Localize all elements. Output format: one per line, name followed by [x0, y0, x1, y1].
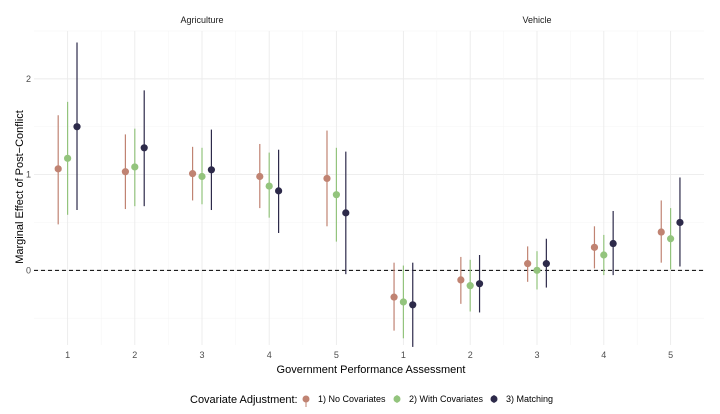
point-no-covariates [256, 172, 264, 181]
point-matching [342, 209, 350, 217]
y-tick-label: 0 [26, 265, 31, 275]
series-matching-vehicle [409, 177, 684, 347]
x-tick-label: 2 [132, 350, 137, 360]
point-matching [275, 187, 283, 195]
legend-title: Covariate Adjustment: [190, 394, 298, 406]
legend-item-matching: 3) Matching [490, 394, 553, 404]
point-no-covariates [390, 293, 398, 301]
x-tick-label: 5 [668, 350, 673, 360]
point-with-covariates [399, 298, 407, 306]
panel-agriculture: Agriculture 1 2 3 4 5 [34, 15, 370, 360]
x-tick-label: 5 [334, 350, 339, 360]
point-with-covariates [533, 266, 541, 274]
point-with-covariates [131, 163, 139, 171]
x-tick-label: 4 [601, 350, 606, 360]
point-no-covariates [188, 170, 197, 178]
point-no-covariates [590, 243, 599, 251]
series-with-covariates-agriculture [64, 101, 340, 242]
x-tick-label: 1 [65, 350, 70, 360]
point-no-covariates [323, 174, 331, 183]
legend: Covariate Adjustment: 1) No Covariates 2… [190, 394, 553, 407]
point-with-covariates [265, 182, 273, 190]
series-no-covariates-agriculture [54, 115, 331, 227]
point-matching [676, 218, 684, 227]
point-matching [475, 280, 484, 288]
point-matching [609, 239, 617, 248]
legend-item-no-covariates: 1) No Covariates [302, 394, 386, 407]
legend-key-with-covariates [393, 395, 401, 403]
y-axis-title: Marginal Effect of Post−Conflict [14, 110, 26, 264]
point-matching [73, 123, 81, 131]
point-with-covariates [198, 172, 206, 181]
point-matching [409, 301, 417, 309]
panel-title-agriculture: Agriculture [180, 15, 223, 25]
legend-label-matching: 3) Matching [506, 394, 553, 404]
point-matching [542, 260, 550, 268]
legend-label-with-covariates: 2) With Covariates [409, 394, 484, 404]
point-matching [207, 166, 216, 174]
x-tick-label: 3 [199, 350, 204, 360]
legend-key-matching [490, 395, 498, 403]
point-no-covariates [657, 228, 665, 236]
series-with-covariates-vehicle [399, 208, 675, 339]
series-matching-agriculture [73, 42, 350, 275]
point-no-covariates [121, 168, 129, 176]
y-tick-label: 2 [26, 74, 31, 84]
point-with-covariates [667, 235, 675, 243]
point-no-covariates [457, 276, 465, 284]
point-no-covariates [524, 260, 532, 268]
series-no-covariates-vehicle [390, 200, 665, 331]
x-tick-label: 1 [401, 350, 406, 360]
point-with-covariates [64, 154, 72, 162]
x-tick-label: 3 [534, 350, 539, 360]
point-matching [140, 144, 148, 152]
x-tick-label: 4 [267, 350, 272, 360]
panel-vehicle: Vehicle 1 2 3 4 5 [370, 15, 704, 360]
point-with-covariates [600, 251, 608, 259]
legend-item-with-covariates: 2) With Covariates [393, 394, 484, 404]
legend-label-no-covariates: 1) No Covariates [318, 394, 386, 404]
gridlines-vehicle [370, 30, 704, 345]
point-with-covariates [466, 282, 474, 290]
x-tick-label: 2 [468, 350, 473, 360]
point-with-covariates [332, 191, 340, 199]
panel-title-vehicle: Vehicle [522, 15, 551, 25]
point-no-covariates [54, 165, 62, 173]
legend-key-no-covariates [302, 395, 310, 403]
y-axis-ticks: 0 1 2 [26, 74, 31, 275]
x-axis-title: Government Performance Assessment [277, 364, 466, 376]
y-tick-label: 1 [26, 170, 31, 180]
